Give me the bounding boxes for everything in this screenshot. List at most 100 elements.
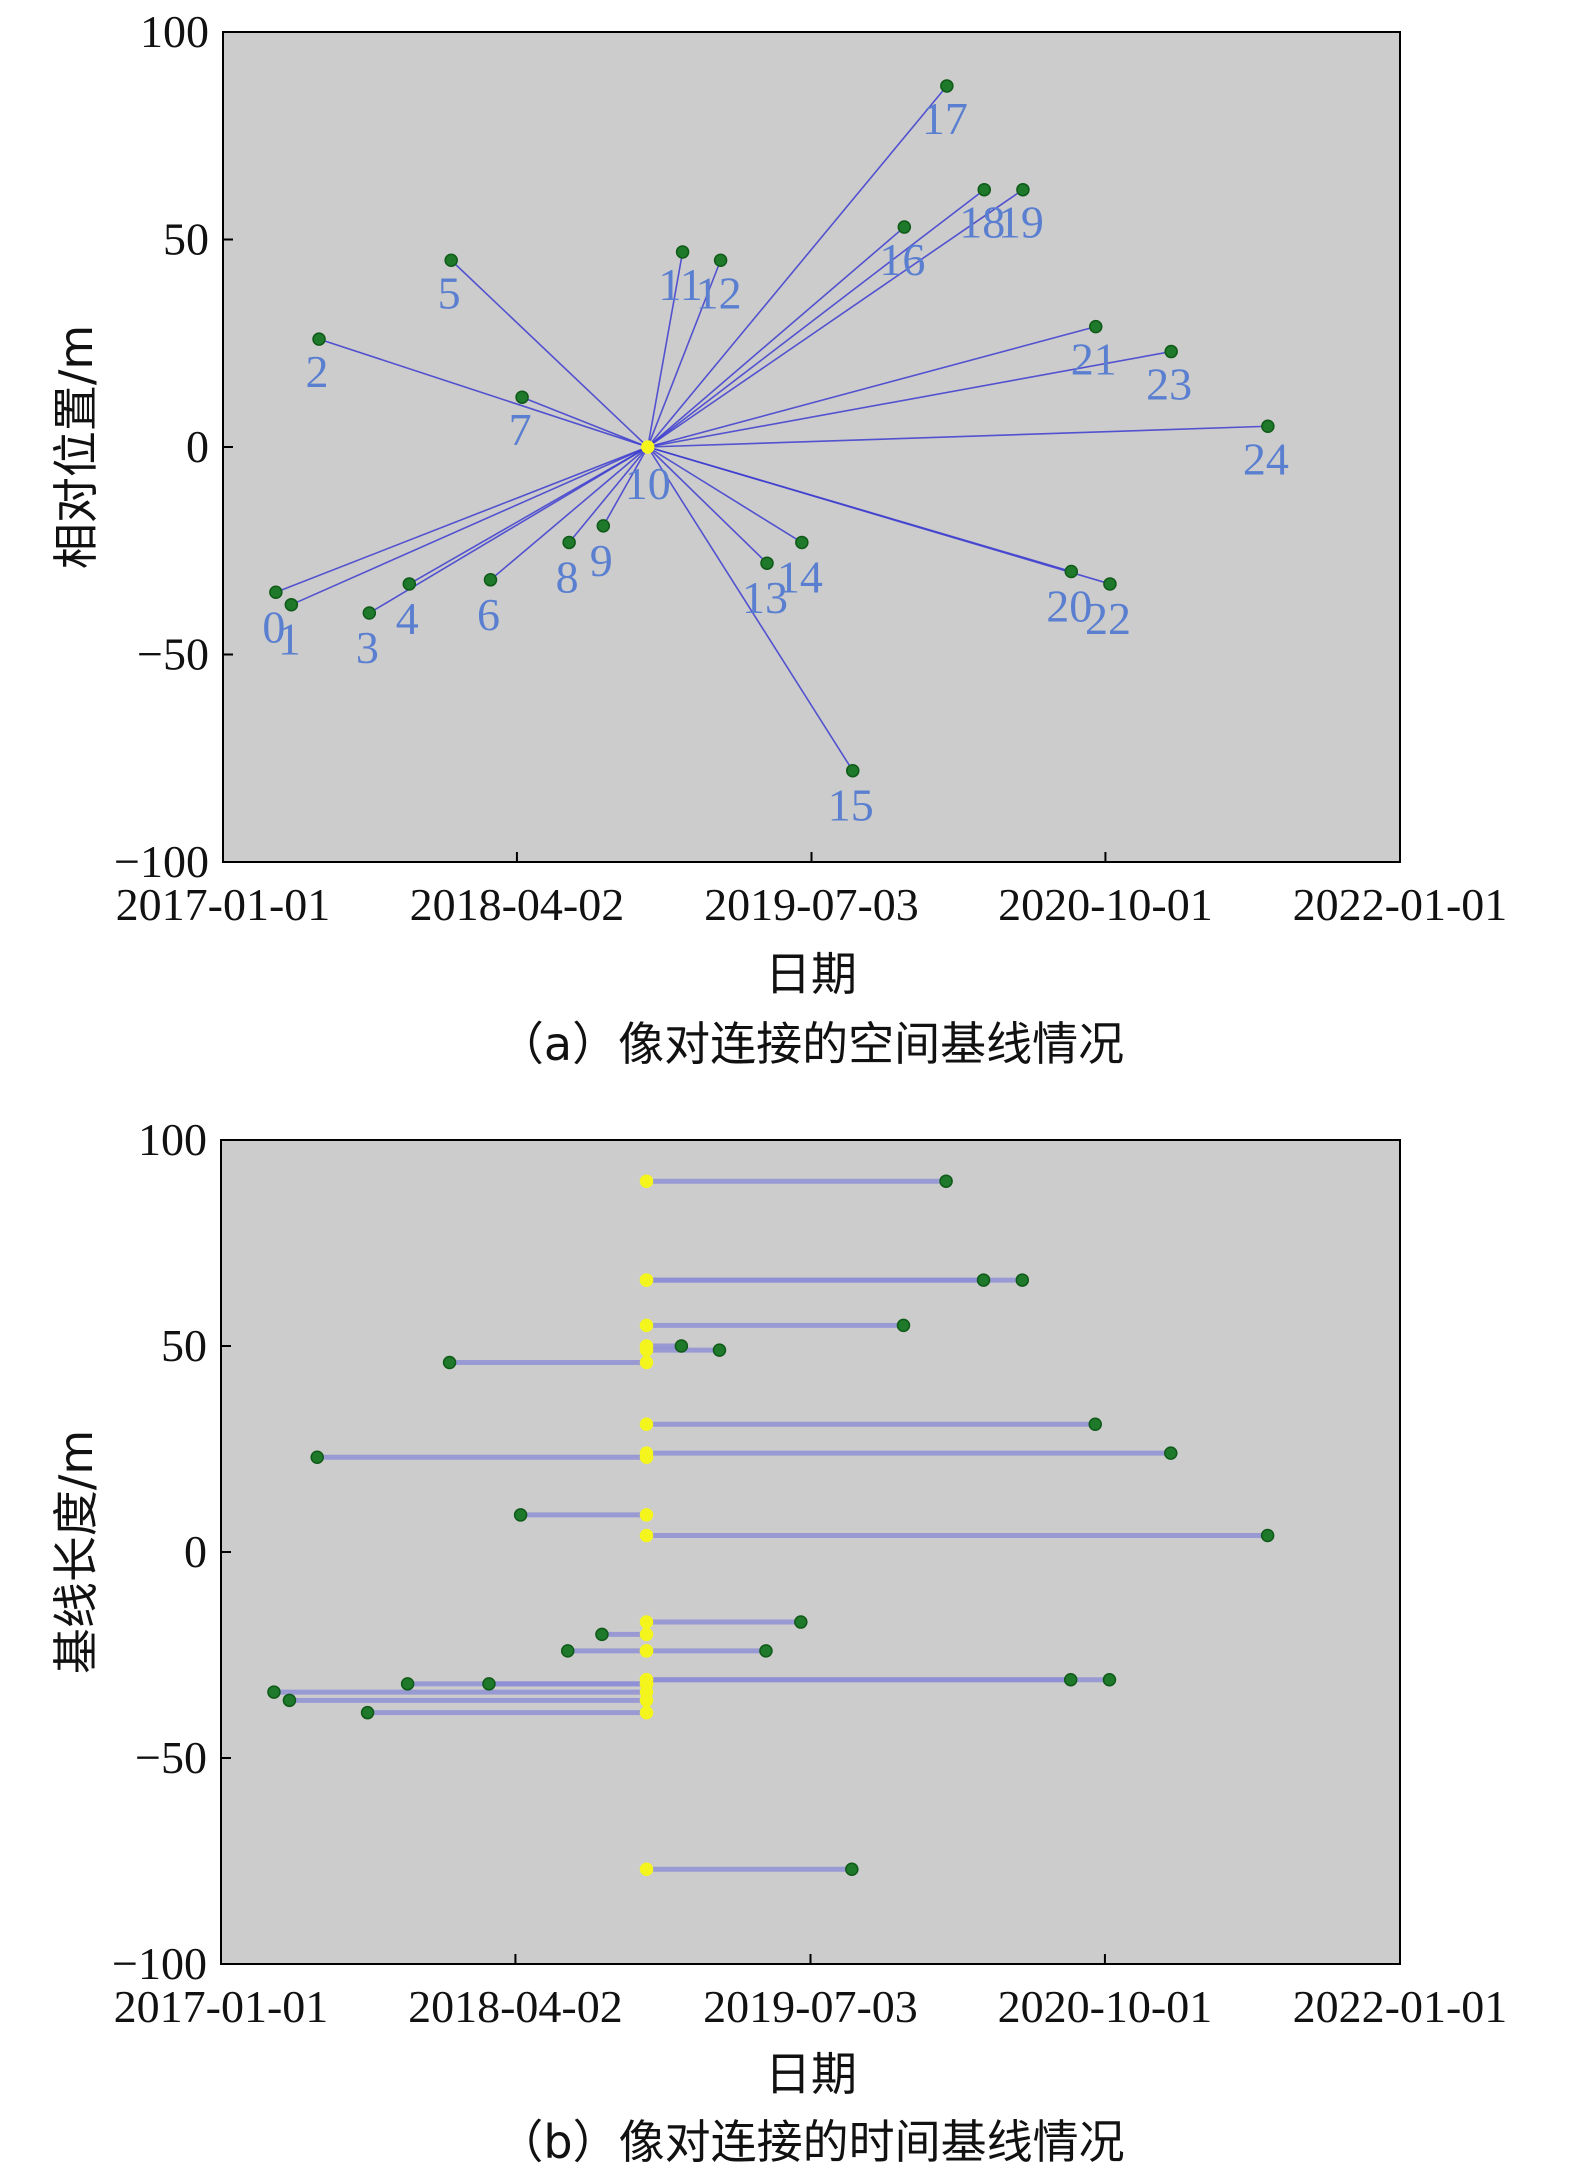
y-tick-label: 50 [161, 1320, 207, 1371]
data-point [1016, 182, 1030, 197]
baseline-line [647, 350, 1172, 448]
point-label: 9 [590, 535, 613, 586]
point-label: 8 [556, 551, 579, 602]
data-point [795, 535, 809, 550]
slave-point [282, 1693, 297, 1708]
baseline-line [647, 259, 722, 448]
point-label: 2 [306, 346, 329, 397]
x-tick-label: 2019-07-03 [704, 879, 919, 930]
baseline-line [568, 446, 649, 543]
point-label: 14 [777, 551, 823, 602]
plot-area-b [220, 1139, 1401, 1965]
master-point [639, 1355, 654, 1370]
baseline-line [318, 338, 649, 448]
x-tick-label: 2022-01-01 [1293, 1981, 1508, 2032]
point-label: 4 [396, 593, 419, 644]
master-point [639, 1528, 654, 1543]
y-tick-label: 100 [138, 1114, 207, 1165]
baseline-line [646, 251, 684, 448]
baseline-line [647, 446, 768, 564]
slave-point [1164, 1446, 1178, 1460]
point-label: 24 [1243, 433, 1289, 484]
data-point [1261, 419, 1275, 433]
baseline-line [408, 446, 649, 585]
slave-point [310, 1450, 324, 1464]
baseline-line [647, 189, 985, 448]
slave-point [267, 1685, 281, 1699]
slave-point [1063, 1672, 1078, 1687]
slave-point [1260, 1528, 1275, 1543]
point-label: 23 [1146, 359, 1192, 410]
y-tick-label: −100 [114, 836, 209, 887]
master-point [639, 1672, 654, 1687]
caption-a: （a）像对连接的空间基线情况 [498, 1017, 1124, 1071]
baseline-line [521, 396, 649, 448]
slave-point [759, 1644, 773, 1658]
point-label: 3 [356, 622, 379, 673]
slave-point [1088, 1417, 1102, 1432]
point-label: 12 [696, 267, 742, 318]
slave-point [595, 1627, 609, 1642]
slave-point [794, 1615, 808, 1629]
slave-point [400, 1677, 415, 1691]
data-point [312, 332, 326, 346]
connection-lines-a [275, 85, 1268, 772]
x-tick-label: 2020-10-01 [998, 879, 1213, 930]
points-a [269, 79, 1275, 778]
slave-point [560, 1644, 575, 1658]
y-tick-label: 0 [184, 1526, 207, 1577]
x-tick-label: 2022-01-01 [1293, 879, 1508, 930]
data-point [596, 519, 611, 533]
baseline-line [647, 226, 905, 448]
master-point [639, 1693, 654, 1708]
baseline-line [647, 446, 1111, 585]
master-point [639, 1644, 654, 1658]
baseline-line [602, 446, 649, 527]
data-point [562, 535, 576, 550]
x-tick-label: 2017-01-01 [114, 1981, 329, 2032]
baseline-line [647, 85, 948, 448]
slave-point [712, 1343, 727, 1357]
slave-point [845, 1862, 859, 1876]
slave-point [976, 1273, 991, 1287]
baseline-line [647, 325, 1096, 448]
data-point [515, 390, 529, 404]
data-point [897, 220, 912, 234]
point-label: 22 [1085, 593, 1131, 644]
data-point [1064, 564, 1079, 579]
y-tick-label: −50 [137, 629, 209, 680]
master-point [639, 1417, 654, 1432]
point-label: 5 [438, 267, 461, 318]
point-label: 11 [658, 259, 702, 310]
data-point [846, 763, 860, 778]
slave-point [896, 1318, 911, 1333]
master-point [639, 1273, 654, 1287]
point-label: 7 [509, 404, 532, 455]
x-tick-label: 2020-10-01 [998, 1981, 1213, 2032]
slave-point [513, 1508, 528, 1522]
point-label: 18 [959, 197, 1005, 248]
slave-point [674, 1339, 689, 1353]
baseline-line [489, 446, 649, 581]
data-point [760, 556, 774, 570]
point-label: 13 [742, 572, 788, 623]
caption-b: （b）像对连接的时间基线情况 [497, 2115, 1124, 2169]
baseline-line [450, 259, 649, 448]
data-point [483, 573, 498, 587]
slave-point [442, 1355, 457, 1370]
y-axis-label-b: 基线长度/m [49, 1430, 103, 1674]
master-point [639, 1174, 654, 1188]
baseline-line [647, 446, 803, 544]
baseline-line [647, 425, 1268, 448]
y-axis-label-a: 相对位置/m [49, 325, 103, 569]
master-point [639, 1508, 654, 1522]
master-point [641, 440, 655, 454]
data-point [713, 253, 728, 267]
baseline-line [291, 446, 649, 606]
master-label: 10 [625, 458, 671, 509]
point-label: 17 [922, 93, 968, 144]
slave-point [1102, 1672, 1117, 1687]
baseline-line [647, 189, 1024, 448]
